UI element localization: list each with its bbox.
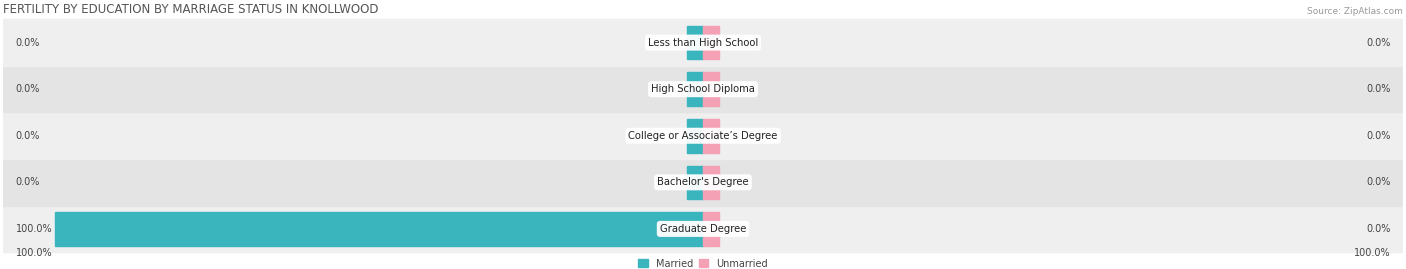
Text: High School Diploma: High School Diploma [651, 84, 755, 94]
Bar [3, 112, 1403, 159]
Text: FERTILITY BY EDUCATION BY MARRIAGE STATUS IN KNOLLWOOD: FERTILITY BY EDUCATION BY MARRIAGE STATU… [3, 3, 378, 16]
Bar [3, 19, 1403, 66]
Bar [55, 212, 703, 246]
Text: 0.0%: 0.0% [1365, 224, 1391, 234]
Text: 0.0%: 0.0% [15, 84, 41, 94]
Legend: Married, Unmarried: Married, Unmarried [638, 259, 768, 269]
Bar [686, 72, 703, 106]
Text: 100.0%: 100.0% [15, 224, 52, 234]
Text: 100.0%: 100.0% [1354, 248, 1391, 258]
Bar [3, 206, 1403, 252]
Text: 0.0%: 0.0% [15, 177, 41, 187]
Text: 0.0%: 0.0% [15, 131, 41, 141]
Bar [686, 119, 703, 153]
Bar [703, 165, 720, 199]
Text: 0.0%: 0.0% [1365, 131, 1391, 141]
Bar [686, 26, 703, 59]
Bar [3, 159, 1403, 206]
Bar [703, 119, 720, 153]
Bar [3, 66, 1403, 112]
Text: 0.0%: 0.0% [1365, 84, 1391, 94]
Bar [703, 212, 720, 246]
Text: 0.0%: 0.0% [1365, 177, 1391, 187]
Text: Source: ZipAtlas.com: Source: ZipAtlas.com [1308, 7, 1403, 16]
Bar [686, 165, 703, 199]
Text: 0.0%: 0.0% [15, 38, 41, 48]
Text: Less than High School: Less than High School [648, 38, 758, 48]
Bar [703, 26, 720, 59]
Text: Graduate Degree: Graduate Degree [659, 224, 747, 234]
Text: 0.0%: 0.0% [1365, 38, 1391, 48]
Text: College or Associate’s Degree: College or Associate’s Degree [628, 131, 778, 141]
Text: Bachelor's Degree: Bachelor's Degree [657, 177, 749, 187]
Text: 100.0%: 100.0% [15, 248, 52, 258]
Bar [703, 72, 720, 106]
